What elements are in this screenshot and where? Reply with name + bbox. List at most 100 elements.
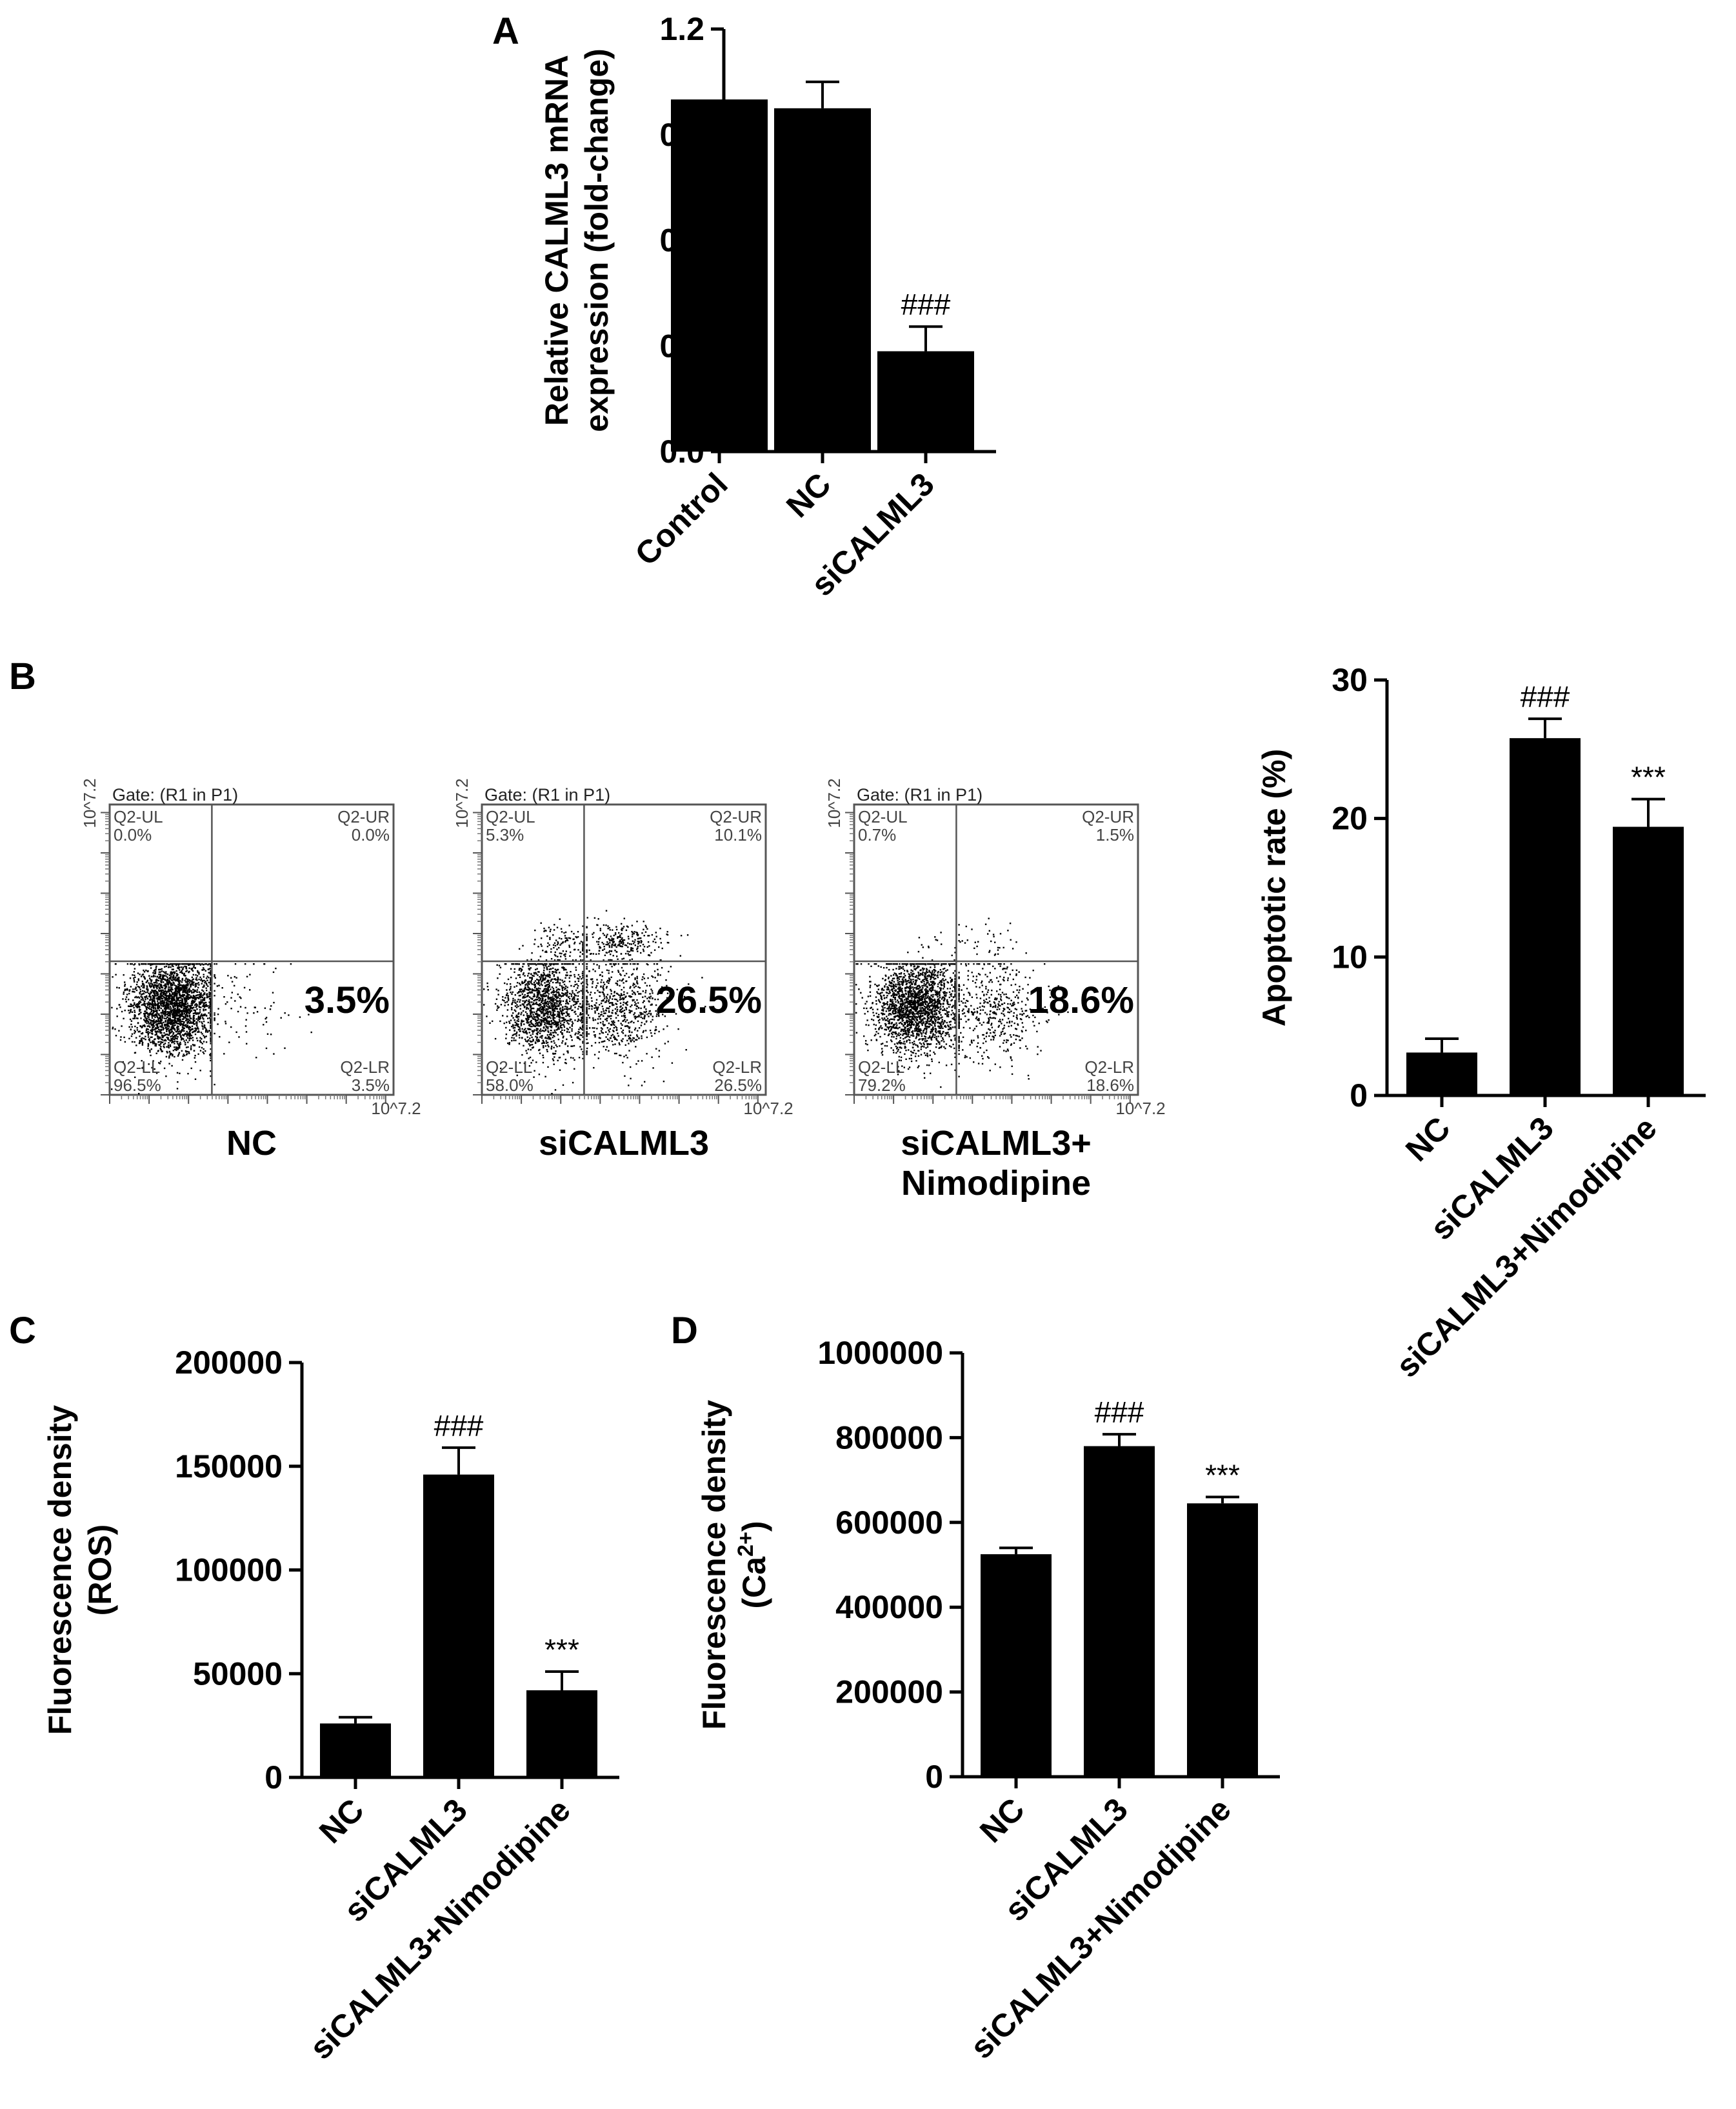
y-axis-label: (ROS) xyxy=(82,1524,118,1616)
y-tick-label: 1.2 xyxy=(659,11,704,47)
quadrant-value-lr: 18.6% xyxy=(1086,1075,1134,1095)
bar xyxy=(1187,1503,1258,1777)
y-axis-label: expression (fold-change) xyxy=(579,48,615,432)
quadrant-name-ll: Q2-LL xyxy=(114,1057,160,1077)
y-axis-label: Fluorescence density xyxy=(42,1405,78,1735)
y-tick-label: 10 xyxy=(1332,939,1368,975)
plot-frame xyxy=(108,803,395,1096)
panel-letter-d: D xyxy=(671,1310,698,1352)
quadrant-name-ur: Q2-UR xyxy=(337,807,390,826)
gate-label: Gate: (R1 in P1) xyxy=(857,785,983,805)
y-axis-label: (Ca2+) xyxy=(733,1521,772,1609)
bar xyxy=(981,1554,1052,1777)
quadrant-value-ul: 0.0% xyxy=(114,825,152,845)
y-tick-label: 20 xyxy=(1332,801,1368,837)
event-dots xyxy=(483,910,706,1095)
sample-name-label: siCALML3 xyxy=(539,1124,709,1163)
y-axis-label: Apoptotic rate (%) xyxy=(1256,749,1292,1027)
gate-label: Gate: (R1 in P1) xyxy=(484,785,610,805)
category-label: NC xyxy=(973,1791,1032,1850)
sample-name-label: Nimodipine xyxy=(901,1164,1091,1203)
y-tick-label: 600000 xyxy=(835,1504,943,1541)
y-tick-label: 0 xyxy=(1350,1077,1368,1114)
quadrant-value-ll: 79.2% xyxy=(858,1075,906,1095)
quadrant-name-ul: Q2-UL xyxy=(486,807,535,826)
bar xyxy=(671,99,768,452)
plot-frame xyxy=(481,803,767,1096)
plot-frame xyxy=(853,803,1139,1096)
y-tick-label: 400000 xyxy=(835,1589,943,1625)
event-dots xyxy=(111,963,312,1095)
y-tick-label: 100000 xyxy=(175,1552,283,1588)
panel-letter-b: B xyxy=(9,655,36,697)
significance-label: ### xyxy=(434,1409,484,1443)
y-tick-label: 0 xyxy=(264,1759,283,1795)
y-axis-label: Relative CALML3 mRNA xyxy=(539,55,575,426)
bar xyxy=(1084,1446,1155,1777)
flow-plot-sicalml3-nimodipine: 10^7.2 10^7.2 Gate: (R1 in P1) Q2-UL0.7% Q2-… xyxy=(824,778,1166,1203)
bar xyxy=(774,108,871,452)
apoptosis-percent-label: 18.6% xyxy=(1028,979,1134,1021)
quadrant-name-lr: Q2-LR xyxy=(712,1057,762,1077)
quadrant-value-lr: 3.5% xyxy=(352,1075,390,1095)
quadrant-name-ll: Q2-LL xyxy=(858,1057,904,1077)
significance-label: *** xyxy=(1631,761,1666,794)
category-label: NC xyxy=(1399,1110,1457,1168)
quadrant-name-lr: Q2-LR xyxy=(1084,1057,1134,1077)
significance-label: *** xyxy=(1205,1458,1240,1492)
y-axis-label: Fluorescence density xyxy=(696,1400,732,1730)
quadrant-name-ur: Q2-UR xyxy=(710,807,762,826)
significance-label: ### xyxy=(901,288,951,321)
apoptosis-percent-label: 26.5% xyxy=(656,979,762,1021)
flow-plot-nc: 10^7.210^7.2 Gate: (R1 in P1)Q2-UL0.0%Q2-… xyxy=(80,778,421,1163)
apoptosis-percent-label: 3.5% xyxy=(304,979,390,1021)
quadrant-value-ur: 0.0% xyxy=(352,825,390,845)
bar xyxy=(1613,826,1684,1095)
quadrant-name-ll: Q2-LL xyxy=(486,1057,532,1077)
quadrant-name-ul: Q2-UL xyxy=(858,807,908,826)
sample-name-label: NC xyxy=(226,1124,277,1163)
y-tick-label: 30 xyxy=(1332,662,1368,698)
bar xyxy=(1406,1052,1477,1095)
significance-label: *** xyxy=(544,1633,579,1666)
chart-c-ros-fluorescence: 0 50000 100000 150000 200000 Fluorescence den… xyxy=(42,1344,619,2066)
chart-d-calcium-fluorescence: 0 200000 400000 600000 800000 1000000 Fluoresc… xyxy=(696,1335,1280,2066)
y-axis-max-label: 10^7.2 xyxy=(452,778,472,828)
y-axis-max-label: 10^7.2 xyxy=(824,778,844,828)
y-tick-label: 200000 xyxy=(835,1674,943,1710)
category-label: NC xyxy=(312,1792,371,1850)
quadrant-value-ll: 96.5% xyxy=(114,1075,161,1095)
significance-label: ### xyxy=(1521,680,1570,714)
quadrant-value-lr: 26.5% xyxy=(714,1075,762,1095)
quadrant-value-ul: 5.3% xyxy=(486,825,524,845)
y-tick-label: 0 xyxy=(925,1759,943,1795)
quadrant-name-ur: Q2-UR xyxy=(1082,807,1134,826)
quadrant-name-lr: Q2-LR xyxy=(340,1057,390,1077)
flow-plot-sicalml3: 10^7.2 10^7.2 Gate: (R1 in P1) Q2-UL5.3% Q2-… xyxy=(452,778,793,1163)
bar xyxy=(877,351,974,452)
bar xyxy=(1510,738,1581,1095)
x-axis-max-label: 10^7.2 xyxy=(1115,1099,1165,1118)
quadrant-value-ur: 10.1% xyxy=(714,825,762,845)
panel-letter-c: C xyxy=(9,1310,36,1352)
bar xyxy=(423,1474,494,1777)
y-tick-label: 1000000 xyxy=(817,1335,943,1371)
quadrant-value-ll: 58.0% xyxy=(486,1075,534,1095)
bar xyxy=(320,1723,391,1777)
panel-letter-a: A xyxy=(492,10,519,52)
bar xyxy=(526,1690,597,1777)
category-label: Control xyxy=(628,466,735,572)
y-axis-max-label: 10^7.2 xyxy=(80,778,99,828)
y-tick-label: 50000 xyxy=(193,1655,283,1692)
y-tick-label: 800000 xyxy=(835,1419,943,1455)
quadrant-name-ul: Q2-UL xyxy=(114,807,163,826)
quadrant-value-ur: 1.5% xyxy=(1096,825,1134,845)
y-tick-label: 150000 xyxy=(175,1448,283,1484)
x-axis-max-label: 10^7.2 xyxy=(371,1099,421,1118)
y-tick-label: 200000 xyxy=(175,1344,283,1381)
x-axis-max-label: 10^7.2 xyxy=(743,1099,793,1118)
quadrant-value-ul: 0.7% xyxy=(858,825,896,845)
sample-name-label: siCALML3+ xyxy=(901,1124,1092,1163)
